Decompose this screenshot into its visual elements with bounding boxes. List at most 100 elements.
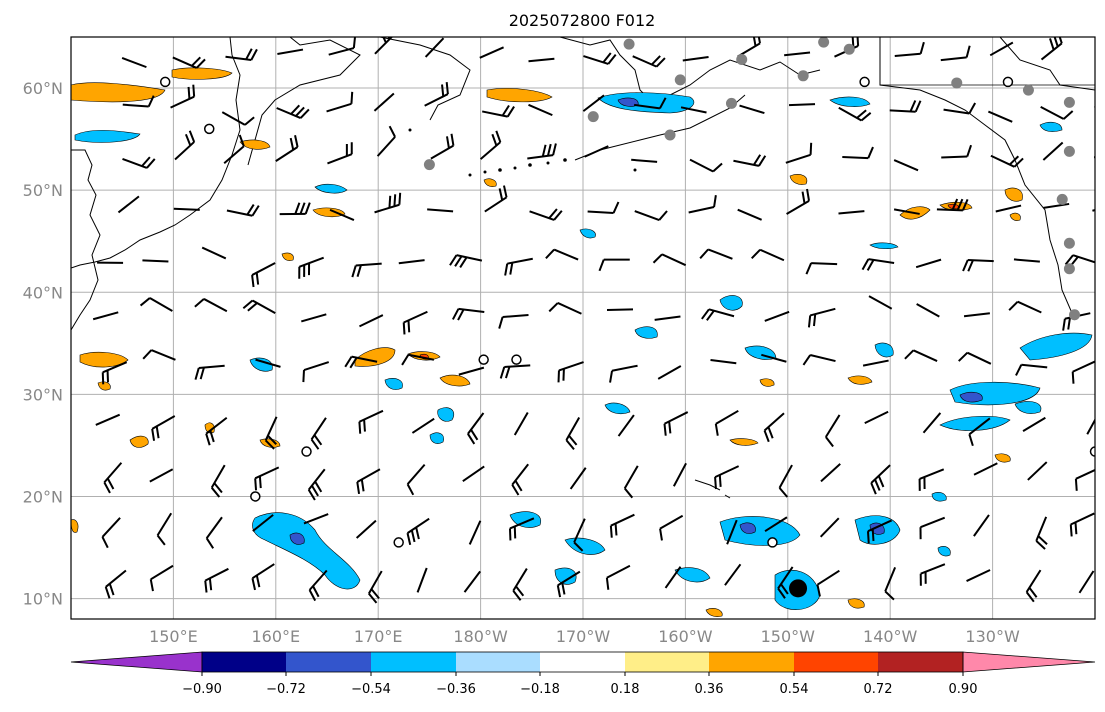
colorbar-tick-label: 0.18 (611, 682, 640, 697)
station-marker-open (250, 491, 261, 502)
wind-barb (329, 208, 355, 222)
wind-barb (511, 463, 529, 496)
wind-barb (682, 56, 709, 62)
colorbar-tick-label: 0.36 (695, 682, 724, 697)
longitude-label: 150°W (761, 627, 816, 646)
aleutian-islands (408, 128, 637, 177)
wind-barb (498, 314, 529, 329)
longitude-label: 140°W (863, 627, 918, 646)
wind-barb (302, 361, 330, 383)
wind-barb (893, 208, 920, 215)
wind-barb (1042, 141, 1064, 161)
wind-barb (351, 262, 382, 278)
wind-barb (512, 568, 528, 601)
wind-barb (582, 94, 605, 112)
wind-barb (617, 414, 635, 437)
station-marker-gray (674, 74, 686, 86)
wind-barb (101, 361, 128, 385)
wind-barb (557, 361, 584, 383)
gray-station-markers (423, 37, 1081, 321)
station-marker-open (1002, 76, 1014, 88)
wind-barb (838, 106, 872, 122)
colorbar-frame (201, 651, 964, 673)
wind-barb (943, 102, 977, 115)
wind-barb (606, 308, 634, 311)
wind-barb (941, 144, 973, 159)
colorbar-segment (456, 652, 540, 672)
wind-barb (864, 410, 889, 425)
wind-barb (101, 517, 121, 549)
wind-barb (430, 133, 455, 160)
station-marker-gray (725, 97, 737, 109)
wind-barb (866, 519, 893, 544)
station-marker-open (859, 76, 870, 88)
colorbar-segment (371, 652, 456, 672)
wind-barb (714, 409, 739, 436)
wind-barb (1035, 516, 1048, 550)
wind-barb (174, 130, 196, 161)
latitude-label: 20°N (23, 487, 63, 506)
station-marker-gray (951, 77, 963, 89)
wind-barb (884, 566, 897, 601)
wind-barb (374, 192, 402, 214)
wind-barb (785, 142, 813, 164)
wind-barb (699, 248, 733, 260)
wind-barb (689, 158, 723, 173)
wind-barb (1025, 569, 1042, 603)
wind-barb (680, 106, 707, 114)
wind-barb (688, 195, 717, 214)
wind-barb (367, 570, 383, 604)
wind-barb (356, 468, 381, 494)
wind-barb (359, 314, 384, 328)
colorbar-over-extension (962, 651, 1096, 673)
longitude-label: 150°E (149, 627, 198, 646)
latitude-label: 10°N (23, 590, 63, 609)
negative-contours (74, 92, 1093, 610)
wind-barb (1013, 258, 1040, 263)
wind-barb (962, 259, 994, 272)
colorbar-tick-label: −0.72 (266, 682, 306, 697)
wind-barb (966, 569, 991, 582)
wind-barb (710, 358, 737, 365)
wind-barb (252, 514, 274, 532)
station-marker-gray (1063, 96, 1075, 108)
longitude-label: 160°W (658, 627, 713, 646)
station-marker-open (1089, 446, 1095, 457)
wind-barb (326, 91, 354, 113)
wind-barb (221, 111, 255, 126)
longitude-labels: 150°E 160°E 170°E 180°W 170°W 160°W 150°W 140°W… (149, 627, 1020, 646)
wind-barb (870, 464, 891, 495)
wind-barb (424, 82, 449, 107)
colorbar-tick-label: 0.72 (864, 682, 893, 697)
wind-barb (919, 563, 946, 586)
wind-barb (406, 463, 426, 496)
colorbar: −0.90 −0.72 −0.54 −0.36 −0.18 0.18 0.36 0.54 0.7… (70, 651, 1096, 697)
wind-barb (194, 364, 225, 380)
colorbar-tick-label: 0.90 (949, 682, 978, 697)
station-marker-gray (1063, 237, 1075, 249)
wind-barb (303, 513, 329, 525)
colorbar-tick-label: −0.18 (520, 682, 560, 697)
wind-barb (838, 210, 865, 215)
wind-barb (995, 204, 1022, 213)
wind-barb (816, 569, 840, 597)
wind-barb (784, 51, 811, 57)
wind-barb (406, 517, 430, 546)
wind-barb (958, 351, 992, 365)
wind-barb (151, 415, 176, 441)
wind-barb (569, 467, 587, 490)
wind-barb (1074, 468, 1095, 491)
wind-barb (573, 518, 586, 552)
wind-barb (467, 412, 485, 445)
station-marker-gray (797, 70, 809, 82)
station-marker-open (203, 123, 215, 135)
latitude-label: 30°N (23, 385, 63, 404)
latitude-label: 60°N (23, 79, 63, 98)
colorbar-segment (794, 652, 878, 672)
station-marker-gray (1063, 145, 1075, 157)
map-frame (70, 36, 1096, 620)
colorbar-under-extension (70, 651, 203, 673)
colorbar-segment (878, 652, 963, 672)
wind-barb (298, 256, 325, 279)
